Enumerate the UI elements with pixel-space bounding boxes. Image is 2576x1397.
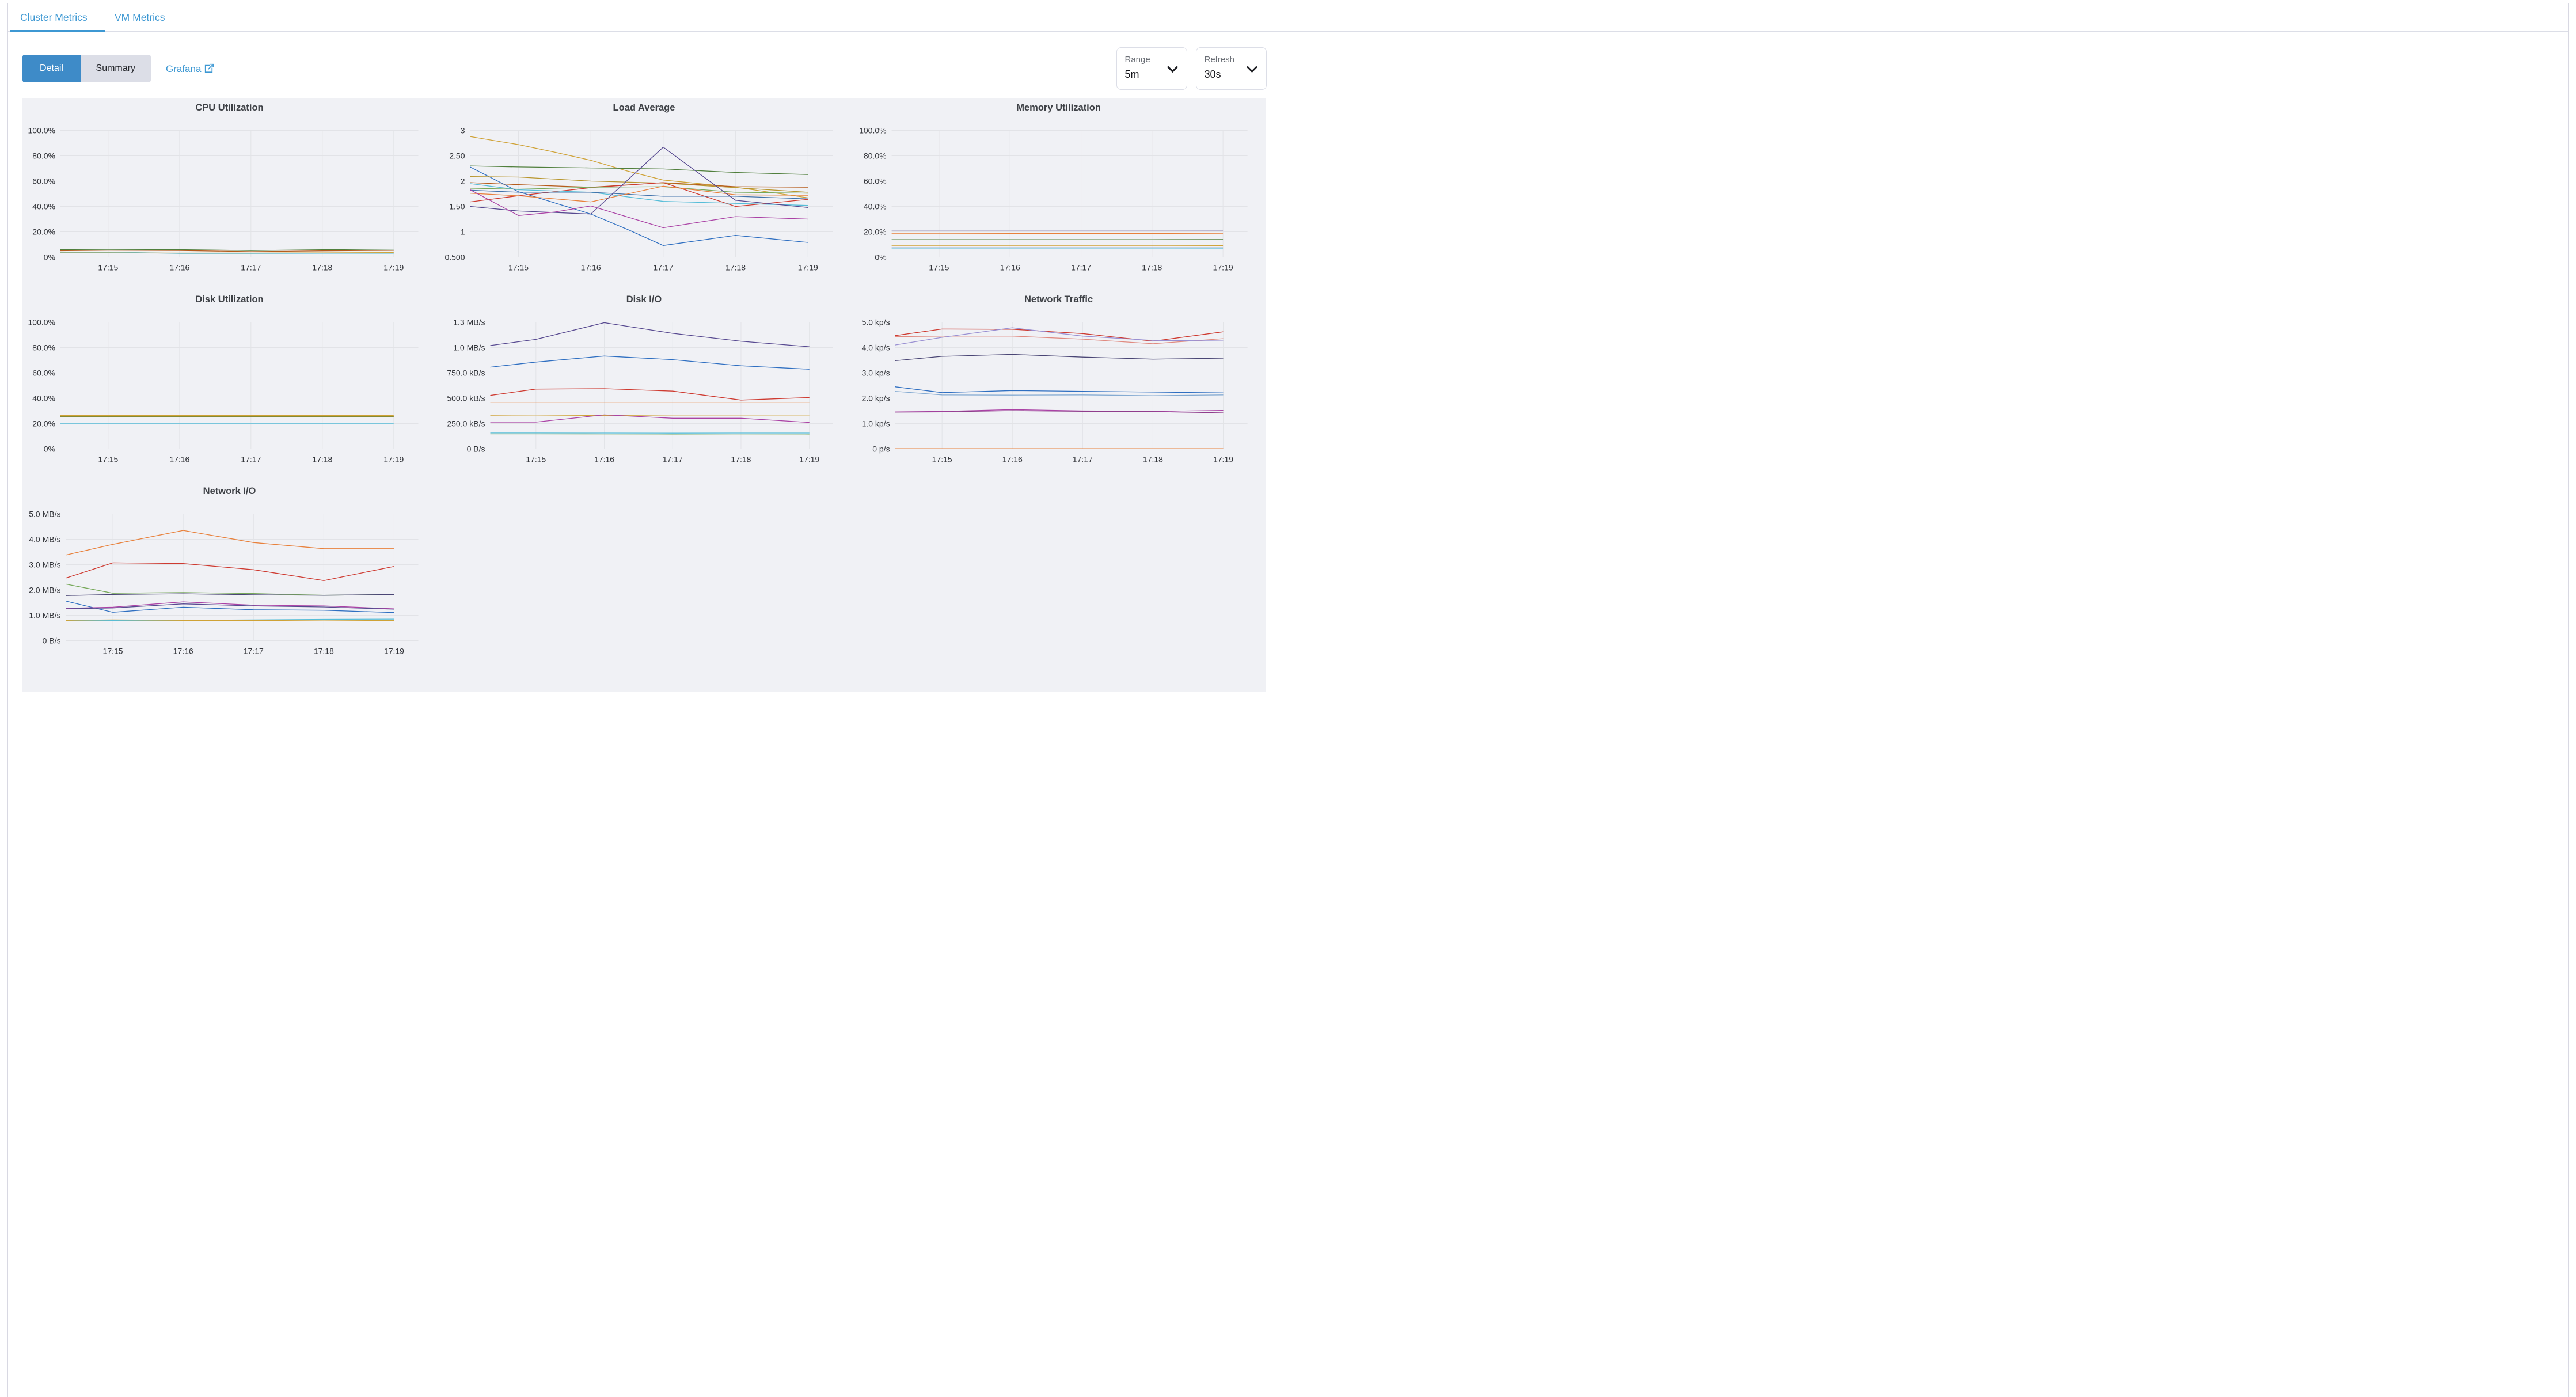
svg-text:17:17: 17:17 [241,455,261,464]
svg-text:20.0%: 20.0% [864,227,887,237]
svg-text:17:18: 17:18 [731,455,751,464]
svg-text:0%: 0% [44,445,55,454]
svg-text:100.0%: 100.0% [28,318,55,327]
svg-text:17:18: 17:18 [1143,455,1163,464]
svg-text:80.0%: 80.0% [32,151,55,161]
svg-text:2: 2 [461,177,465,186]
svg-text:3: 3 [461,126,465,135]
svg-text:80.0%: 80.0% [864,151,887,161]
svg-text:17:15: 17:15 [98,455,118,464]
svg-text:Disk Utilization: Disk Utilization [195,294,263,305]
svg-text:750.0 kB/s: 750.0 kB/s [447,369,485,378]
svg-text:20.0%: 20.0% [32,419,55,428]
svg-text:250.0 kB/s: 250.0 kB/s [447,419,485,428]
svg-text:5.0 kp/s: 5.0 kp/s [862,318,890,327]
svg-text:17:19: 17:19 [1213,263,1233,272]
svg-text:2.0 kp/s: 2.0 kp/s [862,394,890,403]
svg-text:3.0 kp/s: 3.0 kp/s [862,369,890,378]
svg-text:17:16: 17:16 [581,263,601,272]
svg-text:17:17: 17:17 [663,455,683,464]
svg-text:100.0%: 100.0% [28,126,55,135]
svg-text:4.0 kp/s: 4.0 kp/s [862,343,890,352]
svg-text:17:19: 17:19 [383,263,404,272]
svg-text:17:19: 17:19 [383,455,404,464]
svg-text:1.50: 1.50 [449,202,465,211]
svg-text:17:15: 17:15 [929,263,949,272]
svg-text:1.3 MB/s: 1.3 MB/s [453,318,485,327]
svg-text:0 p/s: 0 p/s [872,445,890,454]
svg-text:0 B/s: 0 B/s [467,445,485,454]
svg-text:17:15: 17:15 [103,647,123,656]
svg-text:1: 1 [461,227,465,237]
svg-text:17:17: 17:17 [1071,263,1091,272]
svg-text:80.0%: 80.0% [32,343,55,352]
svg-text:40.0%: 40.0% [32,202,55,211]
svg-text:17:19: 17:19 [1213,455,1233,464]
svg-text:17:18: 17:18 [314,647,334,656]
svg-text:20.0%: 20.0% [32,227,55,237]
svg-text:500.0 kB/s: 500.0 kB/s [447,394,485,403]
svg-text:Network I/O: Network I/O [203,486,256,496]
svg-text:17:16: 17:16 [169,263,189,272]
svg-text:Memory Utilization: Memory Utilization [1016,103,1101,113]
svg-text:2.50: 2.50 [449,151,465,161]
svg-text:17:18: 17:18 [1142,263,1162,272]
svg-text:17:15: 17:15 [98,263,118,272]
svg-text:Network Traffic: Network Traffic [1024,294,1093,305]
svg-text:5.0 MB/s: 5.0 MB/s [29,510,60,519]
svg-text:60.0%: 60.0% [32,177,55,186]
svg-text:Load Average: Load Average [613,103,675,113]
svg-text:1.0 MB/s: 1.0 MB/s [453,343,485,352]
svg-text:17:16: 17:16 [1000,263,1020,272]
svg-text:17:19: 17:19 [798,263,818,272]
svg-text:100.0%: 100.0% [859,126,886,135]
svg-text:17:18: 17:18 [312,455,332,464]
svg-text:17:16: 17:16 [594,455,614,464]
svg-text:17:17: 17:17 [653,263,673,272]
svg-text:0%: 0% [875,253,886,262]
svg-text:2.0 MB/s: 2.0 MB/s [29,586,60,595]
svg-text:4.0 MB/s: 4.0 MB/s [29,535,60,544]
svg-text:CPU Utilization: CPU Utilization [195,103,263,113]
svg-text:17:15: 17:15 [508,263,529,272]
svg-text:40.0%: 40.0% [32,394,55,403]
svg-text:1.0 MB/s: 1.0 MB/s [29,611,60,620]
svg-text:17:17: 17:17 [244,647,264,656]
svg-text:17:19: 17:19 [384,647,404,656]
svg-text:60.0%: 60.0% [32,369,55,378]
svg-text:40.0%: 40.0% [864,202,887,211]
svg-text:17:15: 17:15 [932,455,952,464]
svg-text:17:16: 17:16 [173,647,193,656]
svg-text:17:16: 17:16 [169,455,189,464]
svg-text:3.0 MB/s: 3.0 MB/s [29,560,60,570]
svg-text:0%: 0% [44,253,55,262]
svg-text:17:18: 17:18 [312,263,332,272]
svg-text:17:19: 17:19 [799,455,819,464]
svg-text:17:18: 17:18 [725,263,746,272]
svg-text:17:17: 17:17 [1073,455,1093,464]
svg-text:Disk I/O: Disk I/O [626,294,662,305]
svg-text:17:17: 17:17 [241,263,261,272]
svg-text:60.0%: 60.0% [864,177,887,186]
svg-text:17:16: 17:16 [1002,455,1023,464]
svg-text:1.0 kp/s: 1.0 kp/s [862,419,890,428]
svg-text:0.500: 0.500 [444,253,465,262]
svg-text:0 B/s: 0 B/s [43,636,61,646]
svg-text:17:15: 17:15 [526,455,546,464]
